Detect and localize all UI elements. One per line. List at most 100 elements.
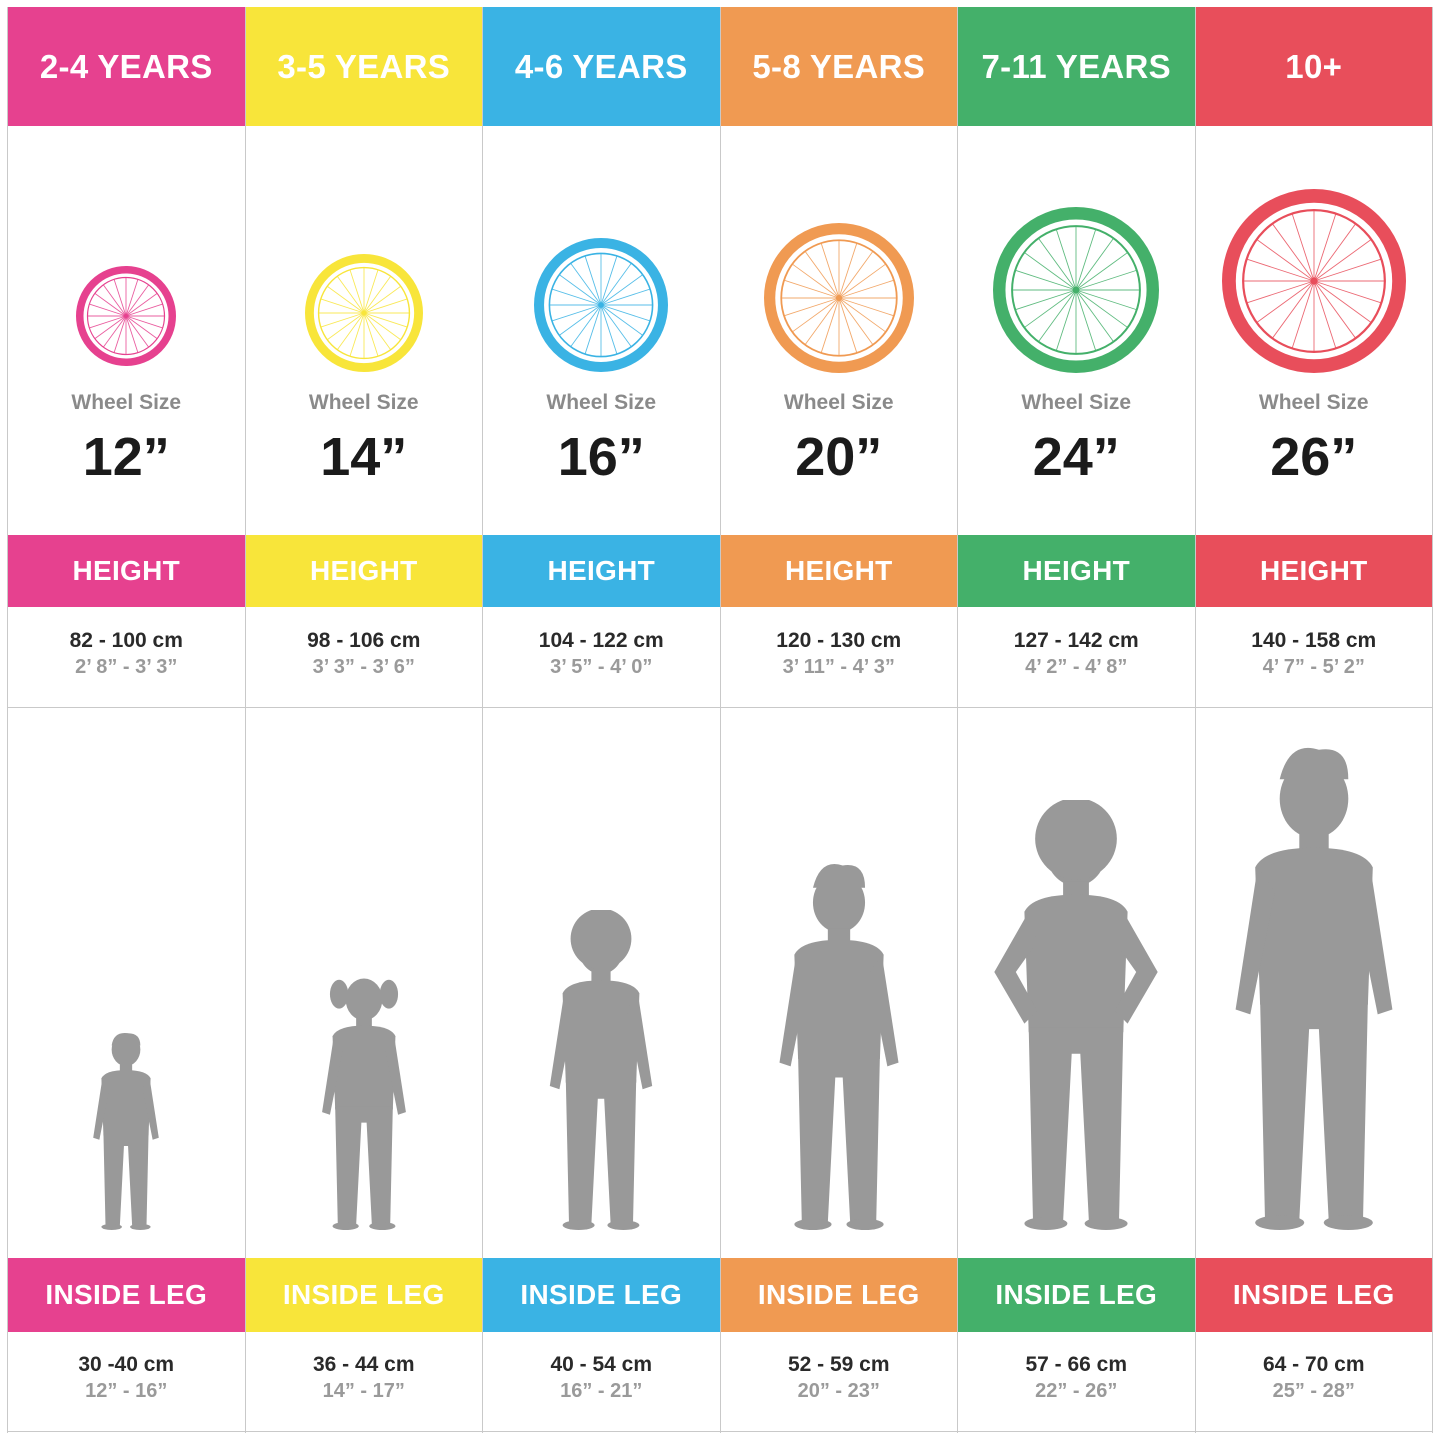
inside-leg-cm: 40 - 54 cm [550,1353,653,1376]
wheel-panel: Wheel Size 26” [1196,126,1433,535]
wheel-size-value: 14” [320,427,408,487]
inside-leg-values: 57 - 66 cm 22” - 26” [958,1353,1195,1403]
height-imperial: 4’ 7” - 5’ 2” [1262,656,1365,678]
child-curly-hair-silhouette-icon [550,910,653,1230]
size-column-3-5: 3-5 YEARS Wheel Size 14” HEIGHT 98 - 106… [244,7,483,1433]
age-header: 7-11 YEARS [958,7,1195,126]
wheel-size-value: 24” [1032,427,1120,487]
inside-leg-header: INSIDE LEG [483,1258,720,1332]
height-imperial: 4’ 2” - 4’ 8” [1025,656,1128,678]
wheel-icon [1221,189,1406,373]
wheel-panel: Wheel Size 20” [721,126,958,535]
height-header: HEIGHT [720,535,957,607]
row-divider [483,707,720,708]
height-values: 98 - 106 cm 3’ 3” - 3’ 6” [246,629,483,679]
wheel-size-label: Wheel Size [1021,391,1132,414]
age-header: 5-8 YEARS [720,7,957,126]
row-divider [245,707,482,708]
row-divider [720,707,957,708]
figure-panel [246,709,483,1258]
wheel-icon [76,266,177,366]
bottom-border [1195,1431,1432,1432]
inside-leg-imperial: 22” - 26” [1035,1380,1118,1402]
size-column-5-8: 5-8 YEARS Wheel Size 20” HEIGHT 120 - 13… [719,7,958,1433]
inside-leg-header: INSIDE LEG [8,1258,245,1332]
inside-leg-values: 36 - 44 cm 14” - 17” [246,1353,483,1403]
inside-leg-header: INSIDE LEG [245,1258,482,1332]
figure-panel [483,709,720,1258]
wheel-size-label: Wheel Size [1258,391,1369,414]
wheel-panel: Wheel Size 24” [958,126,1195,535]
inside-leg-cm: 36 - 44 cm [312,1353,415,1376]
inside-leg-values: 52 - 59 cm 20” - 23” [721,1353,958,1403]
inside-leg-cm: 57 - 66 cm [1025,1353,1128,1376]
height-cm: 127 - 142 cm [1013,629,1139,652]
bike-size-chart: 2-4 YEARS Wheel Size 12” HEIGHT 82 - 100… [7,7,1433,1433]
boy-silhouette-icon [779,863,899,1230]
size-column-7-11: 7-11 YEARS Wheel Size 24” HEIGHT 127 - 1… [957,7,1195,1433]
inside-leg-header: INSIDE LEG [958,1258,1195,1332]
figure-panel [958,709,1195,1258]
inside-leg-imperial: 14” - 17” [322,1380,405,1402]
height-header: HEIGHT [483,535,720,607]
height-values: 120 - 130 cm 3’ 11” - 4’ 3” [721,629,958,679]
bottom-border [245,1431,482,1432]
row-divider [8,707,245,708]
height-imperial: 3’ 11” - 4’ 3” [782,656,895,678]
height-header: HEIGHT [245,535,482,607]
wheel-icon [304,254,423,372]
height-imperial: 2’ 8” - 3’ 3” [75,656,178,678]
height-values: 127 - 142 cm 4’ 2” - 4’ 8” [958,629,1195,679]
age-header: 3-5 YEARS [245,7,482,126]
bottom-border [720,1431,957,1432]
size-column-10-plus: 10+ Wheel Size 26” HEIGHT 140 - 158 cm 4… [1194,7,1433,1433]
inside-leg-values: 30 -40 cm 12” - 16” [8,1353,245,1403]
inside-leg-imperial: 12” - 16” [85,1380,168,1402]
wheel-panel: Wheel Size 12” [8,126,245,535]
toddler-silhouette-icon [93,1032,160,1230]
wheel-size-label: Wheel Size [308,391,419,414]
height-header: HEIGHT [8,535,245,607]
age-header: 4-6 YEARS [483,7,720,126]
wheel-size-value: 12” [82,427,170,487]
size-column-2-4: 2-4 YEARS Wheel Size 12” HEIGHT 82 - 100… [7,7,245,1433]
height-cm: 98 - 106 cm [307,629,421,652]
size-column-4-6: 4-6 YEARS Wheel Size 16” HEIGHT 104 - 12… [482,7,720,1433]
row-divider [1195,707,1432,708]
height-imperial: 3’ 3” - 3’ 6” [312,656,415,678]
figure-panel [1196,709,1433,1258]
wheel-size-value: 26” [1270,427,1358,487]
inside-leg-values: 40 - 54 cm 16” - 21” [483,1353,720,1403]
height-values: 140 - 158 cm 4’ 7” - 5’ 2” [1196,629,1433,679]
inside-leg-cm: 64 - 70 cm [1262,1353,1365,1376]
wheel-icon [993,207,1160,373]
bottom-border [958,1431,1195,1432]
girl-hands-on-hips-silhouette-icon [994,800,1158,1230]
bottom-border [8,1431,245,1432]
figure-panel [721,709,958,1258]
age-header: 2-4 YEARS [8,7,245,126]
inside-leg-imperial: 16” - 21” [560,1380,643,1402]
height-cm: 140 - 158 cm [1251,629,1377,652]
height-cm: 120 - 130 cm [776,629,902,652]
height-cm: 82 - 100 cm [69,629,183,652]
girl-pigtails-silhouette-icon [321,978,406,1230]
inside-leg-header: INSIDE LEG [1195,1258,1432,1332]
wheel-icon [534,238,669,372]
figure-panel [8,709,245,1258]
wheel-size-value: 16” [557,427,645,487]
height-header: HEIGHT [1195,535,1432,607]
wheel-size-value: 20” [795,427,883,487]
wheel-icon [763,223,914,373]
height-header: HEIGHT [958,535,1195,607]
wheel-size-label: Wheel Size [71,391,182,414]
adult-silhouette-icon [1235,747,1393,1230]
inside-leg-imperial: 20” - 23” [797,1380,880,1402]
height-values: 82 - 100 cm 2’ 8” - 3’ 3” [8,629,245,679]
height-imperial: 3’ 5” - 4’ 0” [550,656,653,678]
wheel-panel: Wheel Size 14” [246,126,483,535]
bottom-border [483,1431,720,1432]
height-cm: 104 - 122 cm [538,629,664,652]
inside-leg-header: INSIDE LEG [720,1258,957,1332]
row-divider [958,707,1195,708]
